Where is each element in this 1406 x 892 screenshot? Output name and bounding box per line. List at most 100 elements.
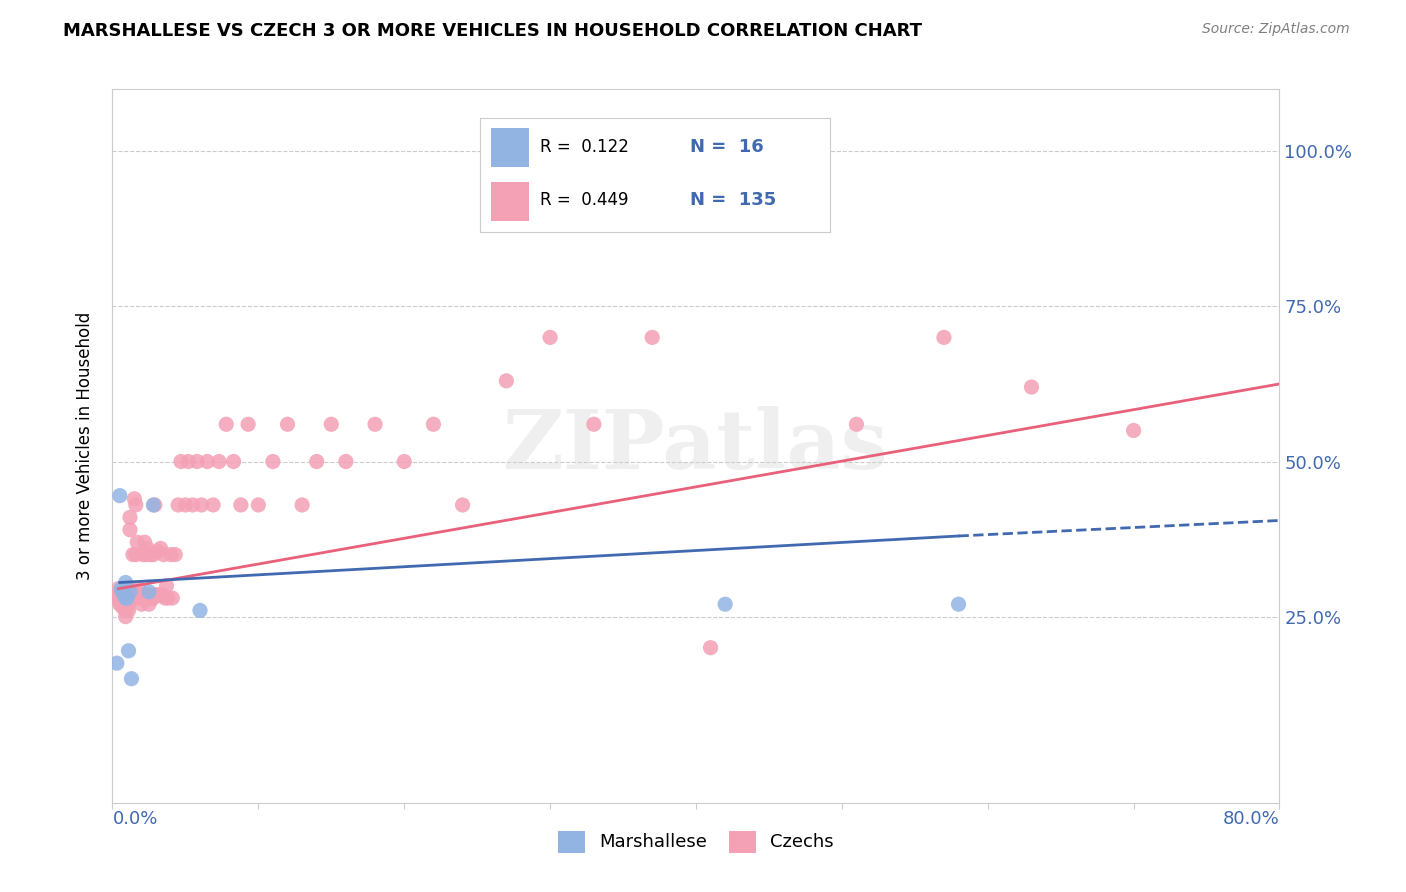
Legend: Marshallese, Czechs: Marshallese, Czechs <box>548 822 844 862</box>
Point <box>1021 380 1043 394</box>
Point <box>160 548 183 562</box>
Point <box>150 588 173 602</box>
Point <box>932 330 955 344</box>
Point <box>772 145 794 159</box>
Point <box>202 498 225 512</box>
Point <box>131 597 153 611</box>
Point <box>142 498 165 512</box>
Point <box>122 588 145 602</box>
Point <box>170 454 193 468</box>
Point <box>195 454 218 468</box>
Point <box>131 588 153 602</box>
Point <box>107 591 129 605</box>
Point <box>177 454 200 468</box>
Point <box>208 454 231 468</box>
Point <box>451 498 474 512</box>
Point <box>118 588 141 602</box>
Point <box>145 588 167 602</box>
Point <box>699 640 721 655</box>
Point <box>321 417 343 432</box>
Point <box>165 548 187 562</box>
Point <box>276 417 298 432</box>
Point <box>156 591 179 605</box>
Point <box>111 588 134 602</box>
Point <box>128 582 150 596</box>
Point <box>1122 424 1144 438</box>
Point <box>129 591 152 605</box>
Point <box>152 548 174 562</box>
Point <box>117 597 139 611</box>
Point <box>582 417 605 432</box>
Point <box>112 599 135 613</box>
Point <box>107 582 129 596</box>
Point <box>136 591 159 605</box>
Point <box>115 588 138 602</box>
Point <box>136 541 159 556</box>
Point <box>115 600 138 615</box>
Point <box>132 588 155 602</box>
Point <box>142 591 165 605</box>
Point <box>114 597 136 611</box>
Point <box>153 591 176 605</box>
Point <box>714 597 737 611</box>
Point <box>134 535 156 549</box>
Point <box>167 498 190 512</box>
Point <box>262 454 284 468</box>
Point <box>128 588 150 602</box>
Point <box>118 584 141 599</box>
Point <box>139 591 162 605</box>
Point <box>110 588 132 602</box>
Point <box>162 591 184 605</box>
Point <box>146 544 169 558</box>
Point <box>394 454 416 468</box>
Point <box>117 603 139 617</box>
Point <box>105 588 128 602</box>
Point <box>124 588 146 602</box>
Point <box>125 548 148 562</box>
Point <box>115 591 138 605</box>
Point <box>110 597 132 611</box>
Point <box>149 541 172 556</box>
Point <box>108 594 131 608</box>
Point <box>127 588 149 602</box>
Point <box>111 591 134 605</box>
Point <box>110 591 132 605</box>
Text: Source: ZipAtlas.com: Source: ZipAtlas.com <box>1202 22 1350 37</box>
Point <box>115 591 138 605</box>
Point <box>138 584 160 599</box>
Point <box>110 582 132 596</box>
Text: 0.0%: 0.0% <box>112 810 157 829</box>
Point <box>364 417 387 432</box>
Point <box>108 588 131 602</box>
Text: 80.0%: 80.0% <box>1223 810 1279 829</box>
Point <box>120 672 142 686</box>
Point <box>122 548 145 562</box>
Point <box>141 591 163 605</box>
Point <box>111 584 134 599</box>
Point <box>114 603 136 617</box>
Point <box>335 454 357 468</box>
Point <box>142 548 165 562</box>
Point <box>112 588 135 602</box>
Point <box>188 603 211 617</box>
Point <box>215 417 238 432</box>
Point <box>108 597 131 611</box>
Point <box>120 582 142 596</box>
Point <box>131 591 153 605</box>
Point <box>247 498 270 512</box>
Point <box>125 498 148 512</box>
Point <box>118 510 141 524</box>
Point <box>129 588 152 602</box>
Point <box>135 548 157 562</box>
Point <box>495 374 517 388</box>
Point <box>148 588 170 602</box>
Point <box>135 588 157 602</box>
Point <box>145 588 167 602</box>
Point <box>134 591 156 605</box>
Point <box>114 591 136 605</box>
Point <box>186 454 208 468</box>
Point <box>111 600 134 615</box>
Point <box>115 597 138 611</box>
Point <box>422 417 444 432</box>
Point <box>117 644 139 658</box>
